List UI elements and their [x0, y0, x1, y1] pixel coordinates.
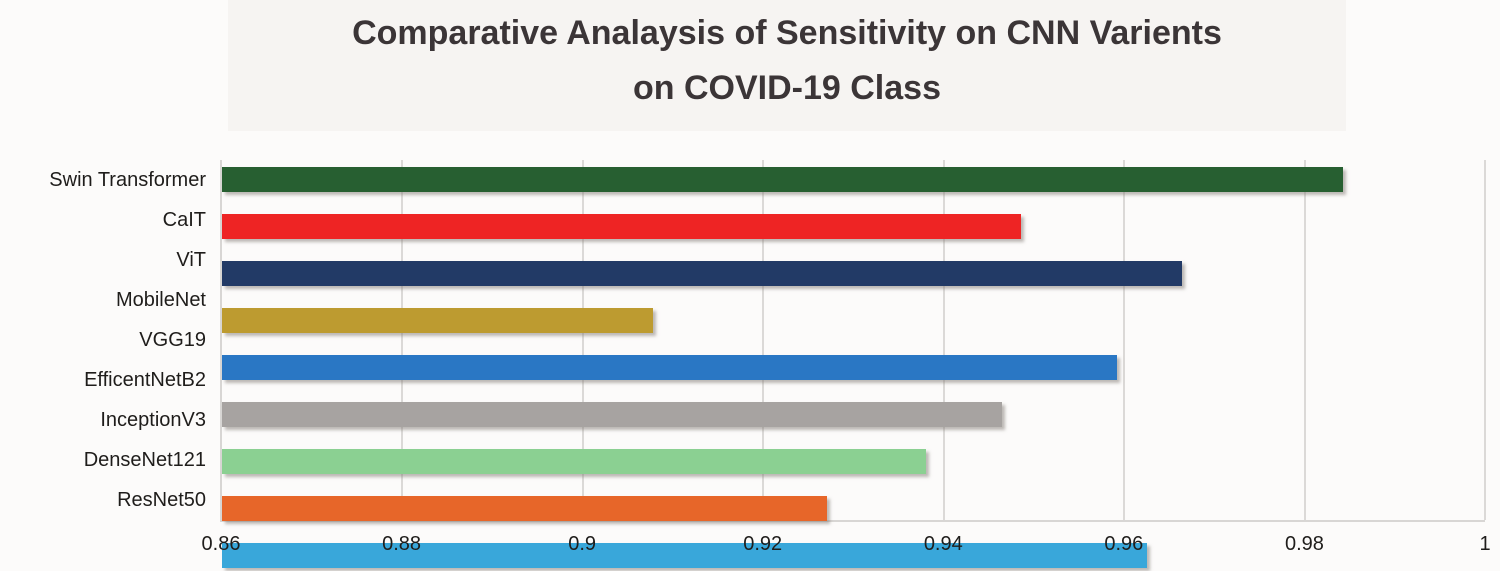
- gridline-0.96: [1123, 160, 1126, 520]
- y-axis-label-swin-transformer: Swin Transformer: [49, 169, 206, 191]
- bar-cait: [222, 214, 1022, 239]
- chart-title: Comparative Analaysis of Sensitivity on …: [228, 0, 1346, 131]
- chart-title-line1: Comparative Analaysis of Sensitivity on …: [352, 14, 1222, 52]
- bar-row-efficentnetb2: [222, 402, 1485, 442]
- bar-row-swin-transformer: [222, 167, 1485, 207]
- bar-vgg19: [222, 355, 1117, 380]
- bar-efficentnetb2: [222, 402, 1003, 427]
- chart-title-line2: on COVID-19 Class: [633, 69, 941, 107]
- x-axis-labels: 0.86 0.88 0.9 0.92 0.94 0.96 0.98 1: [202, 530, 1491, 560]
- y-axis-label-vgg19: VGG19: [139, 329, 206, 351]
- bar-row-cait: [222, 214, 1485, 254]
- y-axis-label-densenet121: DenseNet121: [83, 449, 206, 471]
- y-axis-label-vit: ViT: [176, 249, 206, 271]
- bar-row-densenet121: [222, 496, 1485, 536]
- y-axis-label-resnet50: ResNet50: [117, 489, 206, 511]
- bars-layer: [222, 160, 1485, 568]
- gridline-0.92: [762, 160, 765, 520]
- y-axis-label-efficentnetb2: EfficentNetB2: [84, 369, 206, 391]
- gridline-0.9: [581, 160, 584, 520]
- plot-area: [220, 160, 1486, 568]
- x-axis-tick-0.92: 0.92: [743, 533, 783, 555]
- x-axis-tick-1: 1: [1479, 533, 1491, 555]
- x-axis-tick-0.96: 0.96: [1104, 533, 1144, 555]
- x-axis-tick-0.94: 0.94: [923, 533, 963, 555]
- bar-row-vgg19: [222, 355, 1485, 395]
- bar-row-vit: [222, 261, 1485, 301]
- bar-resnet50: [222, 543, 1147, 568]
- bar-row-mobilenet: [222, 308, 1485, 348]
- gridline-0.98: [1303, 160, 1306, 520]
- gridline-1: [1484, 160, 1486, 520]
- bar-row-resnet50: [222, 543, 1485, 571]
- gridline-0.88: [401, 160, 404, 520]
- x-axis-tick-0.88: 0.88: [382, 533, 422, 555]
- bar-swin-transformer: [222, 167, 1344, 192]
- bar-vit: [222, 261, 1182, 286]
- bar-row-inceptionv3: [222, 449, 1485, 489]
- y-axis-label-mobilenet: MobileNet: [115, 289, 206, 311]
- gridline-0.94: [942, 160, 945, 520]
- y-axis-label-cait: CaIT: [162, 209, 206, 231]
- y-axis-label-inceptionv3: InceptionV3: [100, 409, 206, 431]
- x-axis-tick-0.98: 0.98: [1284, 533, 1324, 555]
- bar-densenet121: [222, 496, 828, 521]
- bar-inceptionv3: [222, 449, 926, 474]
- x-axis-tick-0.86: 0.86: [201, 533, 241, 555]
- y-axis-labels: Swin Transformer CaIT ViT MobileNet VGG19 Eff…: [0, 160, 206, 520]
- x-axis-tick-0.9: 0.9: [568, 533, 597, 555]
- bar-mobilenet: [222, 308, 654, 333]
